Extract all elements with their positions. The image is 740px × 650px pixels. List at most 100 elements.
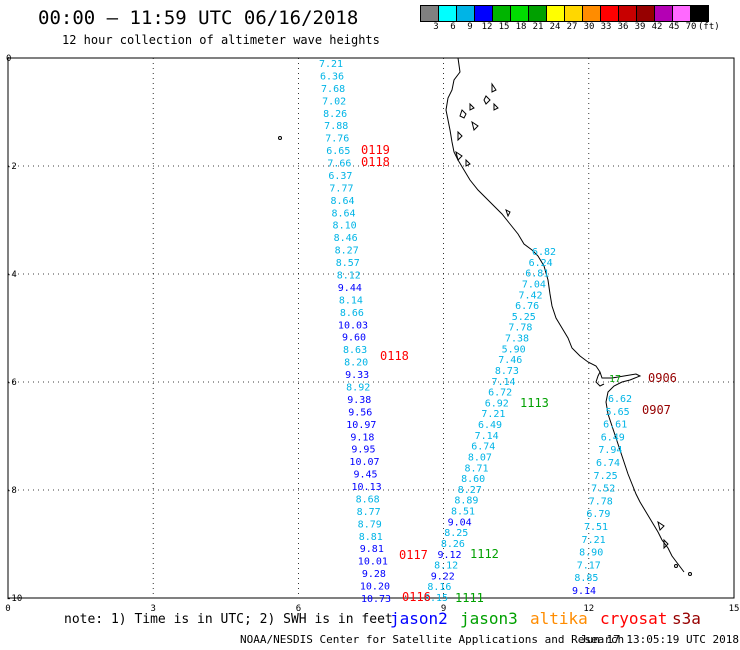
legend-label: 27 bbox=[566, 22, 578, 32]
legend-label: 39 bbox=[634, 22, 646, 32]
wave-height-value: 6.76 bbox=[515, 301, 539, 312]
wave-height-value: 8.10 bbox=[333, 221, 357, 232]
wave-height-value: 6.72 bbox=[488, 388, 512, 399]
wave-height-value: 7.14 bbox=[475, 431, 499, 442]
y-tick-label: -8 bbox=[6, 486, 17, 496]
pass-number-label: 0119 bbox=[361, 143, 390, 157]
axis-ticks: 0 3 6 9 12 15 0 -2 -4 -6 -8 -10 bbox=[5, 54, 739, 614]
units-note: note: 1) Time is in UTC; 2) SWH is in fe… bbox=[64, 612, 393, 627]
wave-height-value: 10.97 bbox=[346, 420, 376, 431]
pass-number-label: 0906 bbox=[648, 371, 677, 385]
legend-label: 30 bbox=[583, 22, 595, 32]
wave-height-value: 6.81 bbox=[525, 269, 549, 280]
legend-label: 42 bbox=[651, 22, 663, 32]
pass-number-label: 0117 bbox=[399, 548, 428, 562]
wave-height-value: 6.49 bbox=[478, 420, 502, 431]
wave-height-value: 9.60 bbox=[342, 333, 366, 344]
wave-height-value: 6.74 bbox=[471, 442, 495, 453]
legend-label: 6 bbox=[450, 22, 456, 32]
wave-height-value: 6.74 bbox=[596, 458, 620, 469]
wave-height-value: 8.26 bbox=[323, 109, 347, 120]
legend-label: (ft) bbox=[698, 22, 720, 32]
wave-height-value: 9.22 bbox=[431, 571, 455, 582]
wave-height-value: 8.90 bbox=[579, 548, 603, 559]
wave-height-value: 7.51 bbox=[584, 522, 608, 533]
island bbox=[505, 209, 511, 218]
wave-height-value: 7.94 bbox=[598, 445, 622, 456]
map-frame bbox=[7, 57, 735, 599]
wave-height-value: 6.37 bbox=[328, 171, 352, 182]
wave-height-value: 7.88 bbox=[324, 121, 348, 132]
pass-number-label: 0118 bbox=[361, 155, 390, 169]
wave-height-value: 7.21 bbox=[582, 535, 606, 546]
wave-height-value: 6.82 bbox=[532, 247, 556, 258]
legend-label: 21 bbox=[532, 22, 544, 32]
legend-label: 33 bbox=[600, 22, 612, 32]
map-subtitle: 12 hour collection of altimeter wave hei… bbox=[62, 33, 380, 47]
wave-height-value: 8.27 bbox=[335, 246, 359, 257]
y-tick-label: -10 bbox=[6, 594, 22, 604]
wave-height-value: 7.17 bbox=[577, 560, 601, 571]
altimeter-tracks: 7.216.367.687.028.267.887.766.657.666.37… bbox=[319, 59, 632, 605]
wave-height-value: 5.25 bbox=[512, 312, 536, 323]
wave-height-value: 8.14 bbox=[339, 295, 363, 306]
extra-values: 17 bbox=[609, 374, 621, 385]
island bbox=[688, 572, 692, 576]
island bbox=[465, 158, 471, 167]
wave-height-value: 7.77 bbox=[329, 183, 353, 194]
island bbox=[455, 150, 463, 161]
wave-height-value: 6.36 bbox=[320, 71, 344, 82]
wave-height-value: 8.07 bbox=[468, 452, 492, 463]
map-title: 00:00 – 11:59 UTC 06/16/2018 bbox=[38, 7, 359, 29]
wave-height-value: 6.49 bbox=[601, 432, 625, 443]
island bbox=[483, 95, 491, 105]
wave-height-value: 8.12 bbox=[434, 561, 458, 572]
mission-label: jason2 bbox=[390, 609, 448, 628]
island bbox=[663, 538, 669, 550]
island bbox=[493, 102, 499, 111]
wave-height-value: 6.65 bbox=[326, 146, 350, 157]
wave-height-value: 8.92 bbox=[346, 382, 370, 393]
wave-height-value: 9.33 bbox=[345, 370, 369, 381]
pass-number-label: 1111 bbox=[455, 591, 484, 605]
legend-label: 70 bbox=[685, 22, 697, 32]
wave-height-value: 9.44 bbox=[338, 283, 362, 294]
wave-height-value: 7.25 bbox=[594, 471, 618, 482]
wave-height-value: 8.71 bbox=[464, 463, 488, 474]
island bbox=[674, 564, 678, 568]
mission-label: altika bbox=[530, 609, 588, 628]
legend-label: 36 bbox=[617, 22, 629, 32]
x-tick-label: 0 bbox=[5, 604, 10, 614]
credit-footer: NOAA/NESDIS Center for Satellite Applica… bbox=[240, 633, 625, 646]
legend-label: 3 bbox=[433, 22, 439, 32]
island bbox=[657, 520, 665, 531]
mission-label: jason3 bbox=[460, 609, 518, 628]
wave-height-value: 8.27 bbox=[458, 485, 482, 496]
wave-height-value: 8.64 bbox=[332, 208, 356, 219]
wave-height-value: 9.45 bbox=[353, 470, 377, 481]
coastline-detail bbox=[595, 371, 605, 387]
wave-height-value: 5.90 bbox=[502, 344, 526, 355]
wave-height-value: 7.04 bbox=[522, 279, 546, 290]
wave-height-value: 8.15 bbox=[424, 593, 448, 604]
wave-height-value: 10.01 bbox=[358, 557, 388, 568]
grid-lines bbox=[7, 57, 735, 599]
wave-height-value: 8.81 bbox=[359, 532, 383, 543]
wave-height-value: 9.38 bbox=[347, 395, 371, 406]
legend-swatch bbox=[690, 5, 709, 22]
wave-height-value: 8.25 bbox=[444, 528, 468, 539]
wave-height-value: 9.04 bbox=[448, 517, 472, 528]
wave-height-value: 6.79 bbox=[586, 509, 610, 520]
y-tick-label: 0 bbox=[6, 54, 11, 64]
wave-height-value: 5.65 bbox=[606, 407, 630, 418]
island bbox=[491, 82, 497, 93]
wave-height-value: 7.78 bbox=[589, 496, 613, 507]
x-tick-label: 3 bbox=[150, 604, 155, 614]
wave-height-value: 8.85 bbox=[574, 573, 598, 584]
legend-label: 9 bbox=[467, 22, 473, 32]
pass-number-label: 0907 bbox=[642, 403, 671, 417]
wave-height-value: 9.18 bbox=[350, 432, 374, 443]
x-tick-label: 15 bbox=[729, 604, 740, 614]
wave-height-value: 7.68 bbox=[321, 84, 345, 95]
